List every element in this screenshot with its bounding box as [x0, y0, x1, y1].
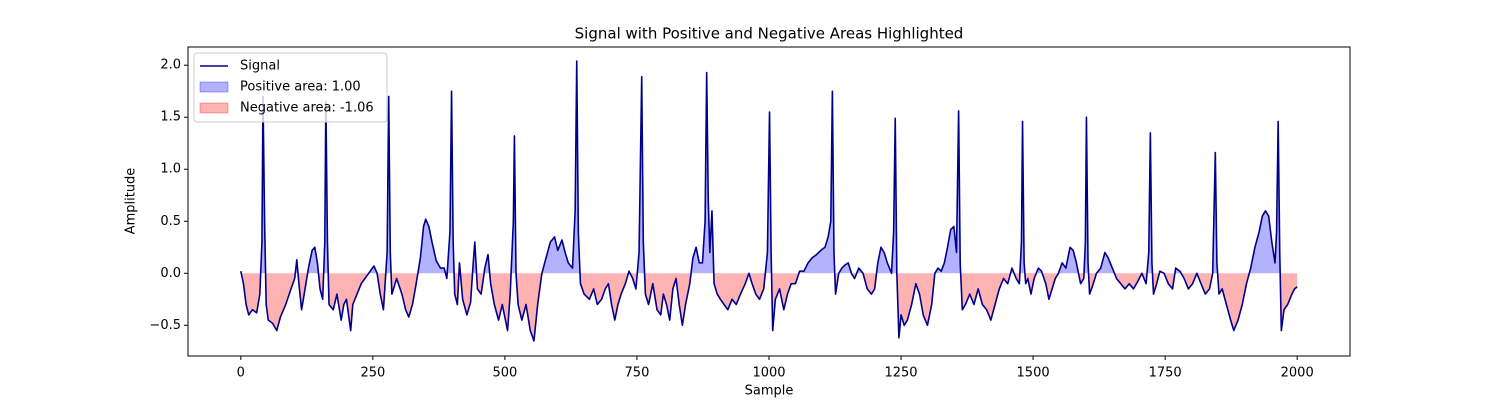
area-fill	[240, 61, 1281, 274]
x-axis-label: Sample	[745, 384, 794, 399]
legend-label: Positive area: 1.00	[240, 80, 361, 95]
x-tick-label: 1000	[752, 366, 785, 381]
y-tick-label: 1.5	[160, 110, 181, 125]
y-tick-label: −0.5	[149, 318, 181, 333]
y-axis-label: Amplitude	[124, 168, 139, 235]
chart-title: Signal with Positive and Negative Areas …	[575, 25, 964, 43]
y-tick-label: 2.0	[160, 58, 181, 73]
signal-line	[240, 60, 1298, 342]
legend-box	[193, 52, 388, 123]
y-tick-label: 0.0	[160, 266, 181, 281]
x-tick-label: 500	[492, 366, 517, 381]
legend-patch	[199, 102, 229, 114]
plot-frame	[187, 46, 1351, 357]
legend-label: Signal	[240, 59, 280, 74]
x-tick-label: 1750	[1149, 366, 1182, 381]
x-tick-label: 750	[625, 366, 650, 381]
legend-label: Negative area: -1.06	[240, 101, 374, 116]
x-tick-label: 1500	[1017, 366, 1050, 381]
area-fill	[240, 273, 1298, 341]
legend: Signal Positive area: 1.00 Negative area: …	[193, 52, 388, 123]
y-tick-label: 1.0	[160, 162, 181, 177]
y-tick-label: 0.5	[160, 214, 181, 229]
x-tick-label: 250	[360, 366, 385, 381]
x-tick-label: 2000	[1281, 366, 1314, 381]
x-tick-label: 1250	[884, 366, 917, 381]
x-tick-label: 0	[237, 366, 245, 381]
legend-patch	[199, 81, 229, 93]
